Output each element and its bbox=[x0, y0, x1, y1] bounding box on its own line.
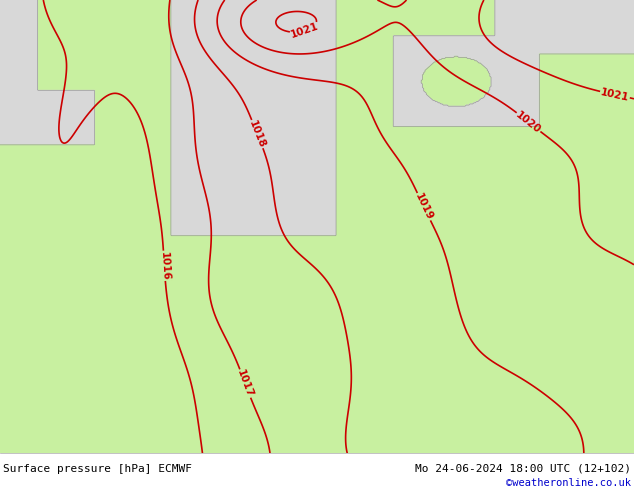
Text: 1019: 1019 bbox=[413, 192, 434, 222]
Text: 1021: 1021 bbox=[600, 87, 630, 102]
Text: 1016: 1016 bbox=[158, 251, 170, 281]
Text: 1020: 1020 bbox=[514, 109, 543, 135]
Text: 1021: 1021 bbox=[290, 22, 320, 40]
Text: 1018: 1018 bbox=[247, 119, 268, 149]
Text: Mo 24-06-2024 18:00 UTC (12+102): Mo 24-06-2024 18:00 UTC (12+102) bbox=[415, 464, 631, 473]
Text: 1017: 1017 bbox=[235, 368, 255, 399]
Text: ©weatheronline.co.uk: ©weatheronline.co.uk bbox=[506, 478, 631, 488]
Text: Surface pressure [hPa] ECMWF: Surface pressure [hPa] ECMWF bbox=[3, 464, 192, 473]
